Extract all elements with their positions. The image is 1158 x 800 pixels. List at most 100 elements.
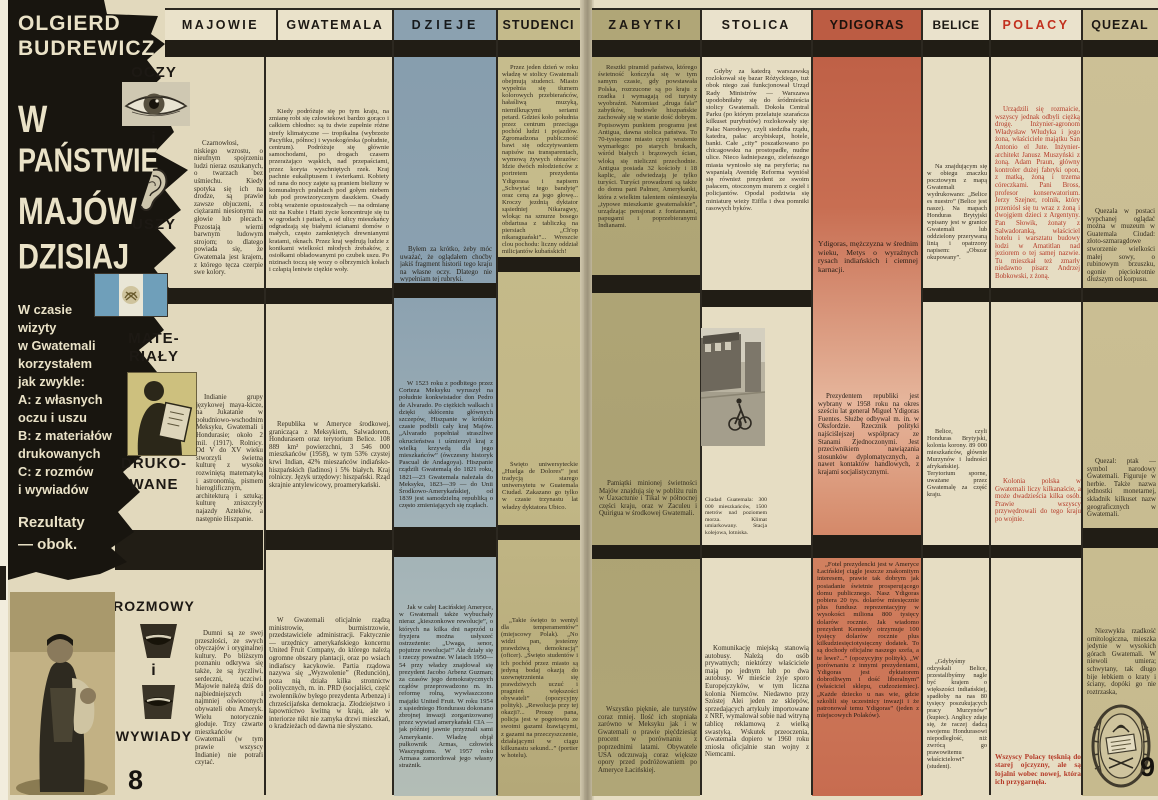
label-i-1: i (151, 130, 157, 147)
tab-stolica: STOLICA (700, 10, 812, 40)
text-block-dzieje-1: Byłem za krótko, żeby móc uważać, że ogl… (400, 246, 492, 282)
page-title: MAJÓW (18, 190, 137, 233)
ydigoras-column-bg (812, 10, 922, 796)
coat-of-arms-illustration (1089, 700, 1153, 792)
tab-dzieje: DZIEJE (394, 10, 497, 40)
text-block-majowie-1: Czarnowłosi, niskiego wzrostu, o nieufny… (194, 140, 263, 277)
label-drukowane: DRUKO- (121, 455, 187, 472)
text-block-gwatemala-3: W Gwatemali oficjalnie rządzą ministrowi… (269, 617, 390, 731)
woodcut-print-illustration (127, 372, 197, 456)
tab-belice: BELICE (922, 10, 990, 40)
page-title: DZISIAJ (18, 238, 130, 278)
divider-band (115, 530, 263, 570)
column-rule (392, 10, 394, 795)
text-block-ydigoras-3: „Fotel prezydencki jest w Ameryce Łacińs… (817, 561, 919, 720)
method-note-line: i wywiadów (18, 482, 89, 497)
text-block-majowie-3: Dumni są ze swej przeszłości, ze swych o… (195, 630, 263, 767)
divider-band (812, 535, 922, 558)
method-note-line: w Gwatemali (18, 338, 96, 353)
text-block-quezal-2: Quezal: ptak — symbol narodowy Gwatemali… (1087, 458, 1156, 519)
column-rule (264, 57, 266, 795)
text-block-belice-2: Belice, czyli Honduras Brytyjski, koloni… (927, 428, 987, 498)
eye-illustration (122, 82, 190, 126)
author-name: BUDREWICZ (18, 37, 156, 60)
label-uszy: USZY (131, 216, 176, 233)
method-note-line: oczu i uszu (18, 410, 87, 425)
label-rozmowy: ROZMOWY (113, 598, 195, 614)
text-block-studenci-1: Przez jeden dzień w roku władzę w stolic… (502, 64, 578, 254)
divider-band (266, 530, 392, 550)
divider-band (990, 288, 1082, 302)
divider-band (592, 275, 700, 293)
divider-band (94, 288, 392, 304)
method-note-line: korzystałem (18, 356, 92, 371)
divider-band (394, 527, 497, 557)
text-block-studenci-2: Święto uniwersyteckie „Huelga de Dolores… (502, 461, 578, 511)
text-block-zabytki-3: Wszystko pięknie, ale turystów coraz mni… (598, 706, 697, 774)
column-rule (1081, 10, 1083, 795)
column-rule (921, 10, 923, 795)
tab-studenci: STUDENCI (497, 10, 580, 40)
quezal-column-bg (1082, 10, 1158, 796)
zabytki-column-bg (592, 10, 700, 796)
studenci-column-bg (497, 10, 580, 796)
text-block-studenci-3: „Takie święto to wentyl dla temperamentó… (501, 617, 578, 759)
tab-gwatemala: GWATEMALA (276, 10, 394, 40)
divider-band (394, 283, 497, 298)
text-block-dzieje-3: Jak w całej Łacińskiej Ameryce, w Gwatem… (399, 604, 493, 770)
method-note-line: C: z rozmów (18, 464, 94, 479)
method-note-line: jak zwykle: (18, 374, 85, 389)
ear-illustration (135, 166, 173, 216)
text-block-quezal-3: Niezwykła rzadkość ornitologiczna, miesz… (1087, 628, 1156, 696)
column-rule (811, 10, 813, 795)
method-note-line: A: z własnych (18, 392, 103, 407)
tab-quezal: QUEZAL (1082, 10, 1158, 40)
guatemala-flag (94, 273, 168, 317)
label-i-2: i (151, 662, 157, 679)
mouth-illustration-2 (136, 683, 181, 721)
tab-zabytki: ZABYTKI (592, 10, 700, 40)
divider-band (990, 545, 1082, 558)
column-rule (496, 10, 498, 795)
photo-indigenous-woman (10, 592, 115, 795)
divider-band (700, 290, 812, 307)
text-block-belice-1: Na znajdującym się w obiegu znaczku pocz… (927, 163, 987, 261)
header-topline-right (592, 8, 1158, 10)
label-materialy: RIAŁY (129, 348, 179, 365)
divider-band (165, 40, 580, 57)
divider-band (922, 545, 990, 558)
margin-tick (0, 566, 6, 600)
dzieje-column-bg (394, 10, 497, 796)
text-block-ydigoras-1: Ydigoras, mężczyzna w średnim wieku, Met… (818, 240, 918, 274)
label-wywiady: WYWIADY (115, 728, 193, 744)
column-rule (276, 10, 278, 40)
left-margin (0, 0, 8, 800)
text-block-majowie-2: Indianie grupy językowej maya-kicze, na … (196, 394, 263, 523)
tab-ydigoras: YDIGORAS (812, 10, 922, 40)
divider-band (592, 545, 700, 559)
results-note: — obok. (18, 536, 78, 553)
text-block-polacy-3: Wszyscy Polacy tęsknią do starej ojczyzn… (995, 753, 1081, 787)
divider-band (1082, 528, 1158, 548)
text-block-polacy-2: Kolonia polska w Gwatemali liczy kilkana… (995, 478, 1081, 523)
divider-band (1082, 288, 1158, 302)
divider-band (497, 257, 580, 272)
divider-band (497, 525, 580, 540)
tab-polacy: POLACY (990, 10, 1082, 40)
text-block-ydigoras-2: Prezydentem republiki jest wybrany w 195… (818, 393, 919, 476)
page-title: W (18, 98, 48, 141)
header-topline-left (165, 8, 580, 10)
text-block-dzieje-2: W 1523 roku z podbitego przez Corteza Me… (399, 380, 493, 510)
text-block-polacy-1: Urządzili się rozmaicie, wszyscy jednak … (995, 106, 1080, 281)
page-crease (580, 0, 594, 800)
mouth-illustration-1 (136, 622, 181, 660)
text-block-gwatemala-1: Kiedy podróżuje się po tym kraju, na zmi… (269, 108, 389, 274)
label-drukowane: WANE (129, 476, 179, 493)
page-title: PAŃSTWIE (18, 142, 159, 179)
text-block-zabytki-2: Pamiątki minionej świetności Majów znajd… (599, 480, 697, 518)
label-materialy: MATE- (128, 330, 180, 347)
method-note-line: W czasie (18, 302, 73, 317)
tab-majowie: MAJOWIE (165, 10, 276, 40)
method-note-line: drukowanych (18, 446, 101, 461)
page-number-right: 9 (1140, 752, 1156, 782)
